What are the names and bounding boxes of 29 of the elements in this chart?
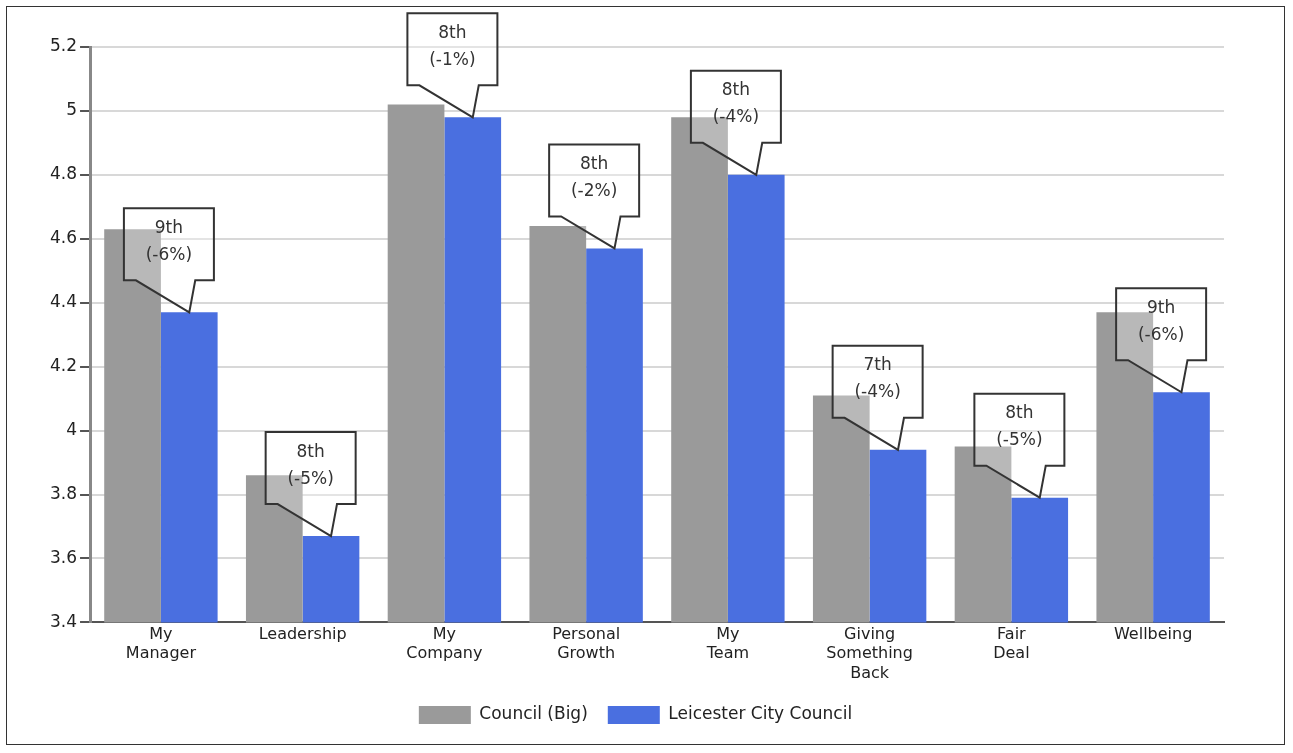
x-tick-label: Giving Something Back <box>826 624 913 682</box>
x-tick-label: Wellbeing <box>1113 624 1193 644</box>
legend-label: Council (Big) <box>479 703 588 724</box>
annotation: 7th (-4%) <box>854 354 901 402</box>
annotation: 8th (-5%) <box>287 440 334 488</box>
annotation: 8th (-2%) <box>570 152 618 200</box>
x-tick-label: Leadership <box>258 624 347 644</box>
y-tick-label: 3.4 <box>49 610 78 631</box>
y-tick-label: 4 <box>66 419 78 440</box>
y-tick-label: 5 <box>66 99 78 120</box>
annotation: 8th (-1%) <box>429 21 476 69</box>
y-tick-label: 4.6 <box>49 227 78 248</box>
x-tick-label: My Team <box>705 624 750 663</box>
annotation: 8th (-4%) <box>712 79 760 127</box>
y-tick-label: 3.8 <box>49 482 78 503</box>
y-tick-label: 4.2 <box>49 355 78 376</box>
y-tick-label: 3.6 <box>49 546 78 567</box>
x-tick-label: Fair Deal <box>993 624 1030 663</box>
annotation: 9th (-6%) <box>1137 296 1185 344</box>
x-tick-label: My Company <box>406 624 483 663</box>
y-tick-label: 4.8 <box>49 163 78 184</box>
annotation: 9th (-6%) <box>145 216 193 264</box>
x-tick-label: My Manager <box>125 624 197 663</box>
x-tick-label: Personal Growth <box>552 624 621 663</box>
legend-label: Leicester City Council <box>668 703 853 724</box>
y-tick-label: 5.2 <box>49 35 78 56</box>
chart-frame: Council (Big) Leicester City Council My Manager Leadership My Company Personal Growth My Team Giving Something Back Fair Deal Wellbeing 3.4 3.6 3.8 4 4.2 4.4 4.6 4.8 5 5.2 9th (-6%) 8th (-5%) 8th (-1%) 8th (-2%) 8th (-4%) 7th (-4%) 8th (-5%) 9th (-6%) <box>6 6 1285 745</box>
annotation: 8th (-5%) <box>996 402 1043 450</box>
y-tick-label: 4.4 <box>49 291 78 312</box>
